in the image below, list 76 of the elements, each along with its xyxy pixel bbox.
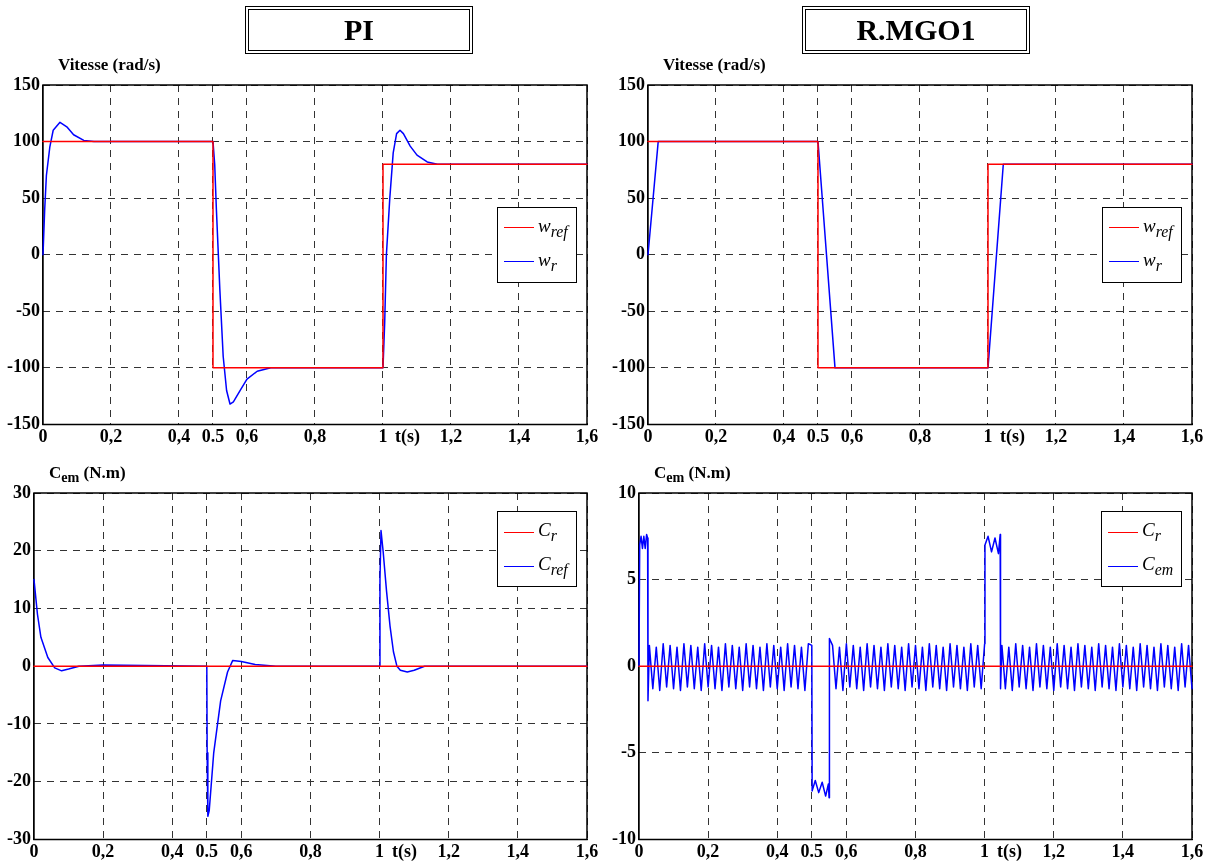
x-tick-label: 0,6 xyxy=(230,840,253,861)
x-tick-label: 1,6 xyxy=(575,840,599,861)
y-axis-title: C$_{em}$ (N.m) xyxy=(653,463,731,487)
x-tick-label: 0,6 xyxy=(840,425,864,446)
x-tick-label: 1,4 xyxy=(1111,840,1135,861)
x-tick-label: 1,2 xyxy=(437,840,460,861)
x-tick-label: 0,2 xyxy=(99,425,123,446)
x-axis-title: t(s) xyxy=(394,426,420,448)
x-tick-label: 0,4 xyxy=(167,425,191,446)
y-tick-label: 0 xyxy=(30,243,40,264)
chart-title: PI xyxy=(245,6,473,54)
y-tick-label: 150 xyxy=(617,73,645,94)
y-tick-label: 20 xyxy=(12,539,31,560)
chart-title: R.MGO1 xyxy=(802,6,1030,54)
y-tick-label: -5 xyxy=(620,741,636,762)
y-tick-label: 0 xyxy=(635,243,645,264)
x-tick-label: 1 xyxy=(375,840,385,861)
legend-label: w$_{ref}$ xyxy=(1143,214,1173,241)
y-tick-label: 100 xyxy=(12,130,40,151)
legend-label: C$_{em}$ xyxy=(1142,553,1174,579)
y-tick-label: 0 xyxy=(21,654,31,675)
x-tick-label: 0,6 xyxy=(835,840,858,861)
x-axis-title: t(s) xyxy=(999,426,1025,448)
y-tick-label: 50 xyxy=(21,186,40,207)
y-axis-title: Vitesse (rad/s) xyxy=(662,55,766,75)
x-tick-label: 0,8 xyxy=(908,425,932,446)
y-axis-title: C$_{em}$ (N.m) xyxy=(48,463,126,487)
x-tick-label: 0.5 xyxy=(806,425,830,446)
x-tick-label: 1,2 xyxy=(1042,840,1065,861)
legend-label: w$_{r}$ xyxy=(538,248,557,275)
y-axis-title: Vitesse (rad/s) xyxy=(57,55,161,75)
y-tick-label: 100 xyxy=(617,130,645,151)
x-tick-label: 1,4 xyxy=(1112,425,1136,446)
x-tick-label: 0,8 xyxy=(299,840,322,861)
x-tick-label: 0.5 xyxy=(195,840,219,861)
x-tick-label: 0,6 xyxy=(235,425,259,446)
legend-label: w$_{ref}$ xyxy=(538,214,568,241)
x-tick-label: 1 xyxy=(983,425,993,446)
x-tick-label: 0,8 xyxy=(904,840,927,861)
x-tick-label: 0,4 xyxy=(766,840,789,861)
y-tick-label: 5 xyxy=(626,568,636,589)
y-tick-label: -20 xyxy=(6,770,31,791)
y-tick-label: -100 xyxy=(6,356,40,377)
x-tick-label: 1 xyxy=(378,425,388,446)
x-tick-label: 1,6 xyxy=(575,425,599,446)
x-tick-label: 0,4 xyxy=(772,425,796,446)
y-tick-label: 30 xyxy=(12,481,31,502)
y-tick-label: -50 xyxy=(15,299,40,320)
x-tick-label: 0.5 xyxy=(201,425,225,446)
y-tick-label: 50 xyxy=(626,186,645,207)
x-tick-label: 1,4 xyxy=(507,425,531,446)
y-tick-label: -10 xyxy=(6,712,31,733)
legend-label: C$_{r}$ xyxy=(538,519,557,545)
x-tick-label: 0,8 xyxy=(303,425,327,446)
x-tick-label: 0,2 xyxy=(696,840,720,861)
x-tick-label: 1,6 xyxy=(1180,425,1204,446)
legend-label: C$_{r}$ xyxy=(1142,519,1161,545)
x-tick-label: 0,2 xyxy=(704,425,728,446)
y-tick-label: 150 xyxy=(12,73,40,94)
x-axis-title: t(s) xyxy=(997,841,1023,863)
legend-label: C$_{ref}$ xyxy=(538,553,568,579)
x-tick-label: 1,4 xyxy=(506,840,530,861)
legend-label: w$_{r}$ xyxy=(1143,248,1162,275)
x-tick-label: 1,2 xyxy=(1044,425,1068,446)
y-tick-label: -50 xyxy=(620,299,645,320)
x-tick-label: 0,2 xyxy=(91,840,115,861)
y-tick-label: 10 xyxy=(12,597,31,618)
y-tick-label: 10 xyxy=(617,481,636,502)
x-tick-label: 1 xyxy=(980,840,990,861)
x-tick-label: 0,4 xyxy=(161,840,184,861)
y-tick-label: 0 xyxy=(626,654,636,675)
y-tick-label: -100 xyxy=(611,356,645,377)
x-tick-label: 1,2 xyxy=(439,425,463,446)
x-tick-label: 0.5 xyxy=(800,840,824,861)
x-axis-title: t(s) xyxy=(392,841,418,863)
x-tick-label: 1,6 xyxy=(1180,840,1204,861)
